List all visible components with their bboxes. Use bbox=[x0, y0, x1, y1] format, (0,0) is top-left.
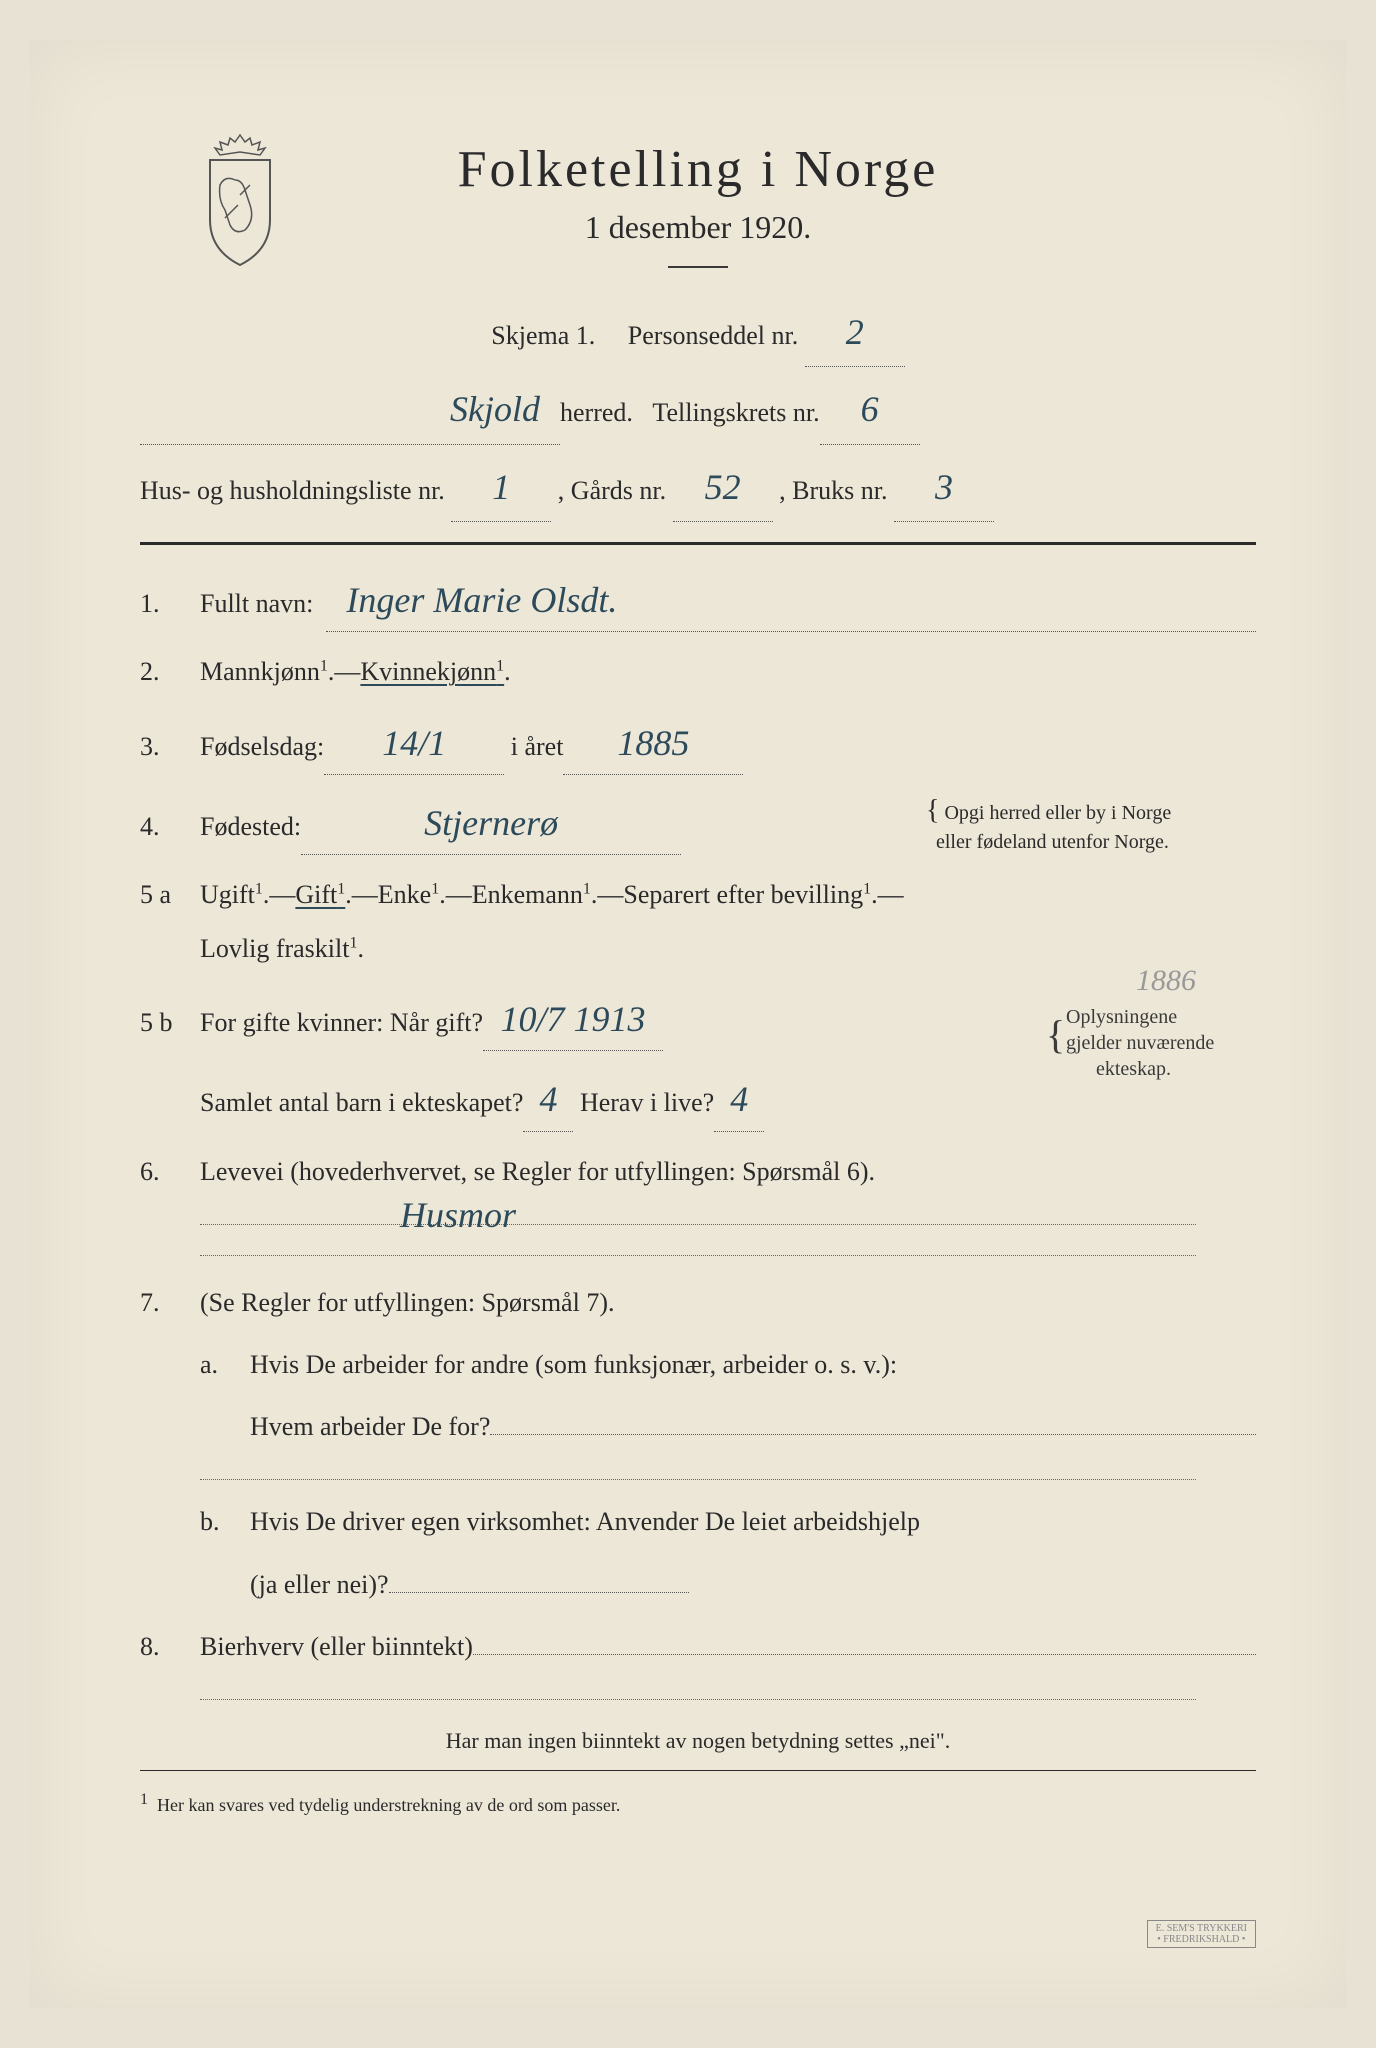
q5b-value3: 4 bbox=[714, 1069, 764, 1131]
q5a-line2: Lovlig fraskilt1. bbox=[140, 927, 1256, 971]
section-divider bbox=[140, 542, 1256, 545]
q8-row: 8. Bierhverv (eller biinntekt) bbox=[140, 1625, 1256, 1669]
gards-label: , Gårds nr. bbox=[558, 476, 666, 505]
bruks-nr: 3 bbox=[894, 453, 994, 522]
q3-num: 3. bbox=[140, 725, 200, 769]
q7b-blank bbox=[389, 1592, 689, 1593]
q6-line1: Husmor bbox=[200, 1224, 1196, 1225]
q7a-line bbox=[200, 1479, 1196, 1480]
q4-value: Stjernerø bbox=[301, 793, 681, 855]
q3-mid: i året bbox=[511, 725, 564, 769]
bottom-note: Har man ingen biinntekt av nogen betydni… bbox=[140, 1720, 1256, 1762]
q8-blank bbox=[473, 1654, 1256, 1655]
tellingskrets-label: Tellingskrets nr. bbox=[652, 388, 819, 437]
q7a-label2: Hvem arbeider De for? bbox=[250, 1405, 490, 1449]
q3-day: 14/1 bbox=[324, 713, 504, 775]
q4-note: { Opgi herred eller by i Norge eller fød… bbox=[926, 793, 1266, 855]
q5a-enke: Enke1. bbox=[378, 873, 446, 917]
q1-value: Inger Marie Olsdt. bbox=[326, 570, 1256, 632]
q7a-row1: a. Hvis De arbeider for andre (som funks… bbox=[140, 1343, 1256, 1387]
q2-dash: — bbox=[334, 650, 360, 694]
q6-label: Levevei (hovederhvervet, se Regler for u… bbox=[200, 1150, 875, 1194]
q5b-num: 5 b bbox=[140, 1001, 200, 1045]
q5b-label3: Herav i live? bbox=[580, 1081, 714, 1125]
q7-num: 7. bbox=[140, 1281, 200, 1325]
q4-row: 4. Fødested: Stjernerø { Opgi herred ell… bbox=[140, 793, 1256, 855]
q5b-value2: 4 bbox=[523, 1069, 573, 1131]
coat-of-arms-icon bbox=[190, 130, 290, 270]
q7a-blank bbox=[490, 1434, 1256, 1435]
gards-nr: 52 bbox=[673, 453, 773, 522]
q7-label: (Se Regler for utfyllingen: Spørsmål 7). bbox=[200, 1281, 614, 1325]
q7-row: 7. (Se Regler for utfyllingen: Spørsmål … bbox=[140, 1281, 1256, 1325]
herred-label: herred. bbox=[560, 388, 633, 437]
q2-num: 2. bbox=[140, 650, 200, 694]
q3-row: 3. Fødselsdag: 14/1 i året 1885 bbox=[140, 713, 1256, 775]
hus-label: Hus- og husholdningsliste nr. bbox=[140, 476, 445, 505]
q7b-label2: (ja eller nei)? bbox=[250, 1563, 389, 1607]
q7b-num: b. bbox=[200, 1500, 250, 1544]
q3-year: 1885 bbox=[563, 713, 743, 775]
pencil-year: 1886 bbox=[1136, 964, 1196, 998]
q8-line bbox=[200, 1699, 1196, 1700]
q5a-fraskilt: Lovlig fraskilt1. bbox=[200, 934, 364, 963]
page-title: Folketelling i Norge bbox=[140, 140, 1256, 199]
q7b-row1: b. Hvis De driver egen virksomhet: Anven… bbox=[140, 1500, 1256, 1544]
q7a-num: a. bbox=[200, 1343, 250, 1387]
q5b-label2: Samlet antal barn i ekteskapet? bbox=[200, 1081, 523, 1125]
q5a-ugift: Ugift1. bbox=[200, 873, 269, 917]
page-subtitle: 1 desember 1920. bbox=[140, 209, 1256, 246]
herred-value: Skjold bbox=[140, 375, 560, 444]
q5a-separert: Separert efter bevilling1. bbox=[623, 873, 877, 917]
q6-value: Husmor bbox=[400, 1194, 516, 1236]
q8-num: 8. bbox=[140, 1625, 200, 1669]
q1-label: Fullt navn: bbox=[200, 582, 313, 626]
title-divider bbox=[668, 266, 728, 268]
q7b-label1: Hvis De driver egen virksomhet: Anvender… bbox=[250, 1500, 920, 1544]
q5b-block: 1886 5 b For gifte kvinner: Når gift? 10… bbox=[140, 989, 1256, 1131]
q7a-row2: Hvem arbeider De for? bbox=[140, 1405, 1256, 1449]
personseddel-label: Personseddel nr. bbox=[628, 321, 798, 350]
q7a-label1: Hvis De arbeider for andre (som funksjon… bbox=[250, 1343, 897, 1387]
q4-label: Fødested: bbox=[200, 805, 301, 849]
q3-label: Fødselsdag: bbox=[200, 725, 324, 769]
q2-row: 2. Mannkjønn1. — Kvinnekjønn1. bbox=[140, 650, 1256, 694]
q5b-label1: For gifte kvinner: Når gift? bbox=[200, 1001, 483, 1045]
footnote-divider bbox=[140, 1770, 1256, 1771]
printer-stamp: E. SEM'S TRYKKERI • FREDRIKSHALD • bbox=[1147, 1920, 1256, 1948]
q5a-num: 5 a bbox=[140, 873, 200, 917]
document-paper: Folketelling i Norge 1 desember 1920. Sk… bbox=[30, 40, 1346, 2008]
skjema-label: Skjema 1. bbox=[491, 321, 595, 350]
q8-label: Bierhverv (eller biinntekt) bbox=[200, 1625, 473, 1669]
personseddel-nr: 2 bbox=[805, 298, 905, 367]
q6-num: 6. bbox=[140, 1150, 200, 1194]
bruks-label: , Bruks nr. bbox=[779, 476, 887, 505]
header: Folketelling i Norge 1 desember 1920. bbox=[140, 140, 1256, 268]
q2-mann: Mannkjønn1. bbox=[200, 650, 334, 694]
q2-kvinne: Kvinnekjønn1 bbox=[360, 650, 504, 694]
tellingskrets-nr: 6 bbox=[820, 375, 920, 444]
q4-num: 4. bbox=[140, 805, 200, 849]
q5b-value1: 10/7 1913 bbox=[483, 989, 663, 1051]
q1-num: 1. bbox=[140, 582, 200, 626]
q1-row: 1. Fullt navn: Inger Marie Olsdt. bbox=[140, 570, 1256, 632]
q5a-gift: Gift1 bbox=[295, 873, 345, 917]
q6-line2 bbox=[200, 1255, 1196, 1256]
form-meta-line3: Hus- og husholdningsliste nr. 1 , Gårds … bbox=[140, 453, 1256, 522]
footnote: 1 Her kan svares ved tydelig understrekn… bbox=[140, 1791, 1256, 1816]
q5a-enkemann: Enkemann1. bbox=[472, 873, 598, 917]
form-meta-line2: Skjold herred. Tellingskrets nr. 6 bbox=[140, 375, 1256, 444]
q5b-note: { Oplysningene gjelder nuværende ekteska… bbox=[1066, 1004, 1266, 1082]
form-meta-line1: Skjema 1. Personseddel nr. 2 bbox=[140, 298, 1256, 367]
q6-row: 6. Levevei (hovederhvervet, se Regler fo… bbox=[140, 1150, 1256, 1194]
hus-nr: 1 bbox=[451, 453, 551, 522]
q7b-row2: (ja eller nei)? bbox=[140, 1563, 1256, 1607]
q5a-row: 5 a Ugift1. — Gift1. — Enke1. — Enkemann… bbox=[140, 873, 1256, 971]
